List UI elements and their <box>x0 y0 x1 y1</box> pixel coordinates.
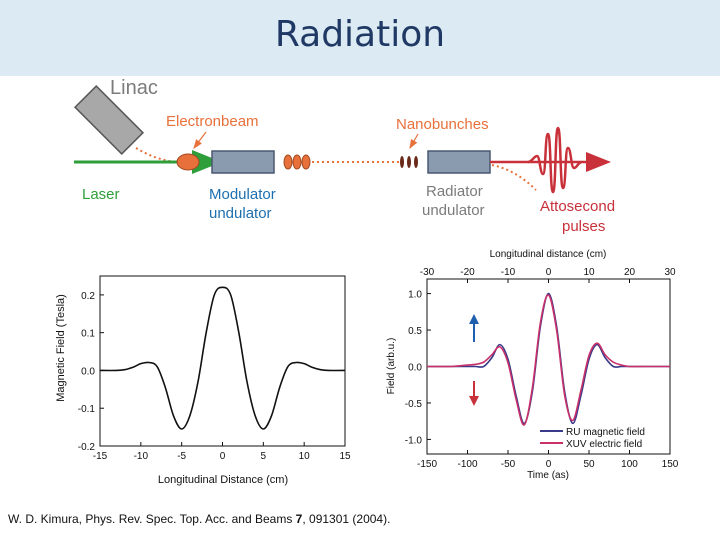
micro-bunch-1 <box>283 154 293 170</box>
x-tick-label: 0 <box>546 459 552 470</box>
field-time-chart: -150 -100 -50 0 50 100 150-30 -20 -10 0 10 20 301.00… <box>386 249 679 481</box>
x-tick-label: 0 <box>220 451 226 462</box>
x2-tick-label: 20 <box>624 267 636 278</box>
x-tick-label: -150 <box>417 459 437 470</box>
right-xlabel: Time (as) <box>527 470 569 481</box>
linac-label: Linac <box>110 77 158 99</box>
electron-bunch <box>176 153 200 171</box>
electronbeam-label: Electronbeam <box>166 113 259 130</box>
left-ylabel: Magnetic Field (Tesla) <box>55 294 67 402</box>
y-tick-label: -0.2 <box>78 442 96 453</box>
micro-bunch-2 <box>292 154 302 170</box>
citation-prefix: W. D. Kimura, Phys. Rev. Spec. Top. Acc.… <box>8 512 296 526</box>
x-tick-label: -100 <box>457 459 477 470</box>
modulator-undulator <box>211 150 275 174</box>
y-tick-label: 0.0 <box>408 363 422 374</box>
micro-bunch-3 <box>301 154 311 170</box>
radiator-label-1: Radiator <box>426 183 483 200</box>
x-tick-label: -50 <box>501 459 516 470</box>
electron-path <box>135 147 177 163</box>
hhg-schematic: Linac Laser Electronbeam Modulator undul… <box>73 77 615 235</box>
attosecond-label-1: Attosecond <box>540 198 615 215</box>
x2-tick-label: -30 <box>420 267 435 278</box>
citation: W. D. Kimura, Phys. Rev. Spec. Top. Acc.… <box>8 512 390 526</box>
citation-volume: 7 <box>295 512 303 526</box>
x2-tick-label: -10 <box>501 267 516 278</box>
nanobunches-pointer <box>409 133 419 150</box>
modulator-label-1: Modulator <box>209 186 276 203</box>
y-tick-label: 0.5 <box>408 326 422 337</box>
y-tick-label: 0.2 <box>81 291 95 302</box>
radiator-undulator <box>427 150 491 174</box>
nanobunch-1 <box>400 156 404 168</box>
y-tick-label: 1.0 <box>408 290 422 301</box>
radiator-label-2: undulator <box>422 202 485 219</box>
x-tick-label: 15 <box>339 451 351 462</box>
electron-dump-path <box>491 164 537 191</box>
x-tick-label: -15 <box>93 451 108 462</box>
attosecond-pulse <box>527 126 583 194</box>
legend-label-ru: RU magnetic field <box>566 427 645 438</box>
down-arrowhead-icon <box>469 396 479 406</box>
right-ylabel: Field (arb.u.) <box>386 338 397 395</box>
x-tick-label: 150 <box>662 459 679 470</box>
x2-tick-label: 10 <box>583 267 595 278</box>
x-tick-label: -10 <box>134 451 149 462</box>
y-tick-label: 0.0 <box>81 366 95 377</box>
plot-frame <box>99 275 346 447</box>
modulator-label-2: undulator <box>209 205 272 222</box>
x-tick-label: 10 <box>299 451 311 462</box>
title-bar <box>0 0 720 76</box>
x2-tick-label: 30 <box>664 267 676 278</box>
page-title: Radiation <box>274 14 446 55</box>
x-tick-label: 100 <box>621 459 638 470</box>
x-tick-label: 5 <box>261 451 267 462</box>
y-tick-label: -1.0 <box>405 435 423 446</box>
left-xlabel: Longitudinal Distance (cm) <box>158 474 288 486</box>
series-line-0 <box>427 292 670 425</box>
up-arrowhead-icon <box>469 314 479 324</box>
citation-suffix: , 091301 (2004). <box>302 512 391 526</box>
x2-tick-label: 0 <box>546 267 552 278</box>
attosecond-label-2: pulses <box>562 218 605 235</box>
x-tick-label: -5 <box>177 451 186 462</box>
y-tick-label: -0.5 <box>405 399 423 410</box>
nanobunch-2 <box>407 156 411 168</box>
laser-label: Laser <box>82 186 120 203</box>
series-line-1 <box>426 294 670 426</box>
magnetic-field-chart: -15 -10 -5 0 5 10 15 0.2 0.1 0.0 -0.1 -0.2 Longitud… <box>55 275 351 486</box>
y-tick-label: 0.1 <box>81 329 95 340</box>
legend-label-xuv: XUV electric field <box>566 439 642 450</box>
right-x2label: Longitudinal distance (cm) <box>490 249 607 260</box>
nanobunch-3 <box>414 156 418 168</box>
linac-box <box>73 84 145 156</box>
y-tick-label: -0.1 <box>78 404 96 415</box>
x2-tick-label: -20 <box>460 267 475 278</box>
nanobunches-label: Nanobunches <box>396 116 489 133</box>
series-line-0 <box>99 286 346 430</box>
electronbeam-pointer <box>193 131 207 149</box>
x-tick-label: 50 <box>583 459 595 470</box>
